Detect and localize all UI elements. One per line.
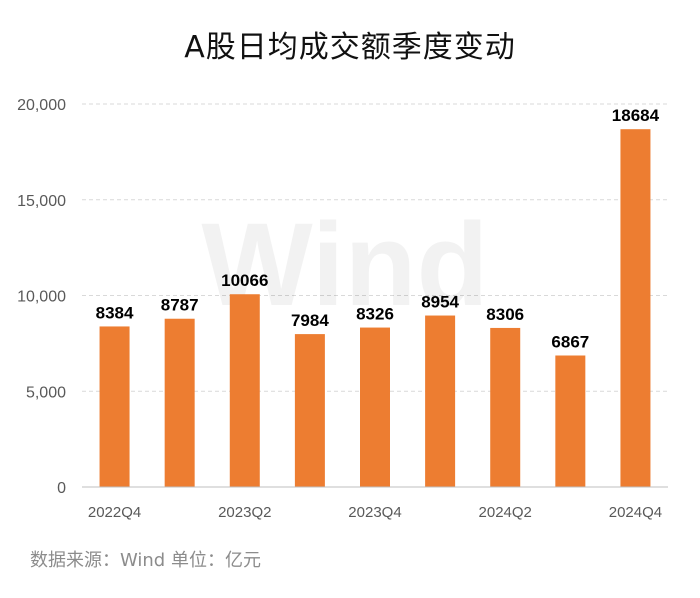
data-label: 8384 xyxy=(96,303,134,322)
bar xyxy=(620,129,651,487)
data-labels: 8384 8787 10066 7984 8326 8954 8306 6867 18684 xyxy=(96,106,660,351)
x-tick-label: 2023Q4 xyxy=(348,504,401,521)
x-tick-label: 2024Q2 xyxy=(479,504,532,521)
axes: 0 5,000 10,000 15,000 20,000 2022Q4 2023Q2 2023… xyxy=(17,97,668,521)
bar xyxy=(229,294,260,487)
bar xyxy=(360,327,390,487)
x-tick-label: 2022Q4 xyxy=(88,504,141,521)
bar xyxy=(164,318,195,487)
x-tick-label: 2024Q4 xyxy=(609,504,662,521)
y-tick-label: 20,000 xyxy=(17,97,66,114)
data-label: 8306 xyxy=(486,305,524,324)
bar xyxy=(490,327,521,487)
bars xyxy=(99,129,651,487)
y-tick-label: 10,000 xyxy=(17,289,66,306)
y-tick-label: 0 xyxy=(57,480,66,497)
data-label: 8326 xyxy=(356,305,394,324)
y-tick-label: 15,000 xyxy=(17,193,66,210)
bar xyxy=(99,326,130,487)
chart-title: A股日均成交额季度变动 xyxy=(184,30,516,65)
data-label: 6867 xyxy=(551,332,589,351)
bar xyxy=(425,315,456,487)
data-label: 18684 xyxy=(612,106,660,125)
data-label: 7984 xyxy=(291,311,329,330)
data-label: 8787 xyxy=(161,296,199,315)
bar xyxy=(294,334,325,487)
data-label: 8954 xyxy=(421,293,459,312)
y-tick-label: 5,000 xyxy=(26,384,66,401)
bar xyxy=(555,355,586,487)
x-tick-label: 2023Q2 xyxy=(218,504,271,521)
data-label: 10066 xyxy=(221,271,268,290)
source-note: 数据来源：Wind 单位：亿元 xyxy=(30,550,261,571)
